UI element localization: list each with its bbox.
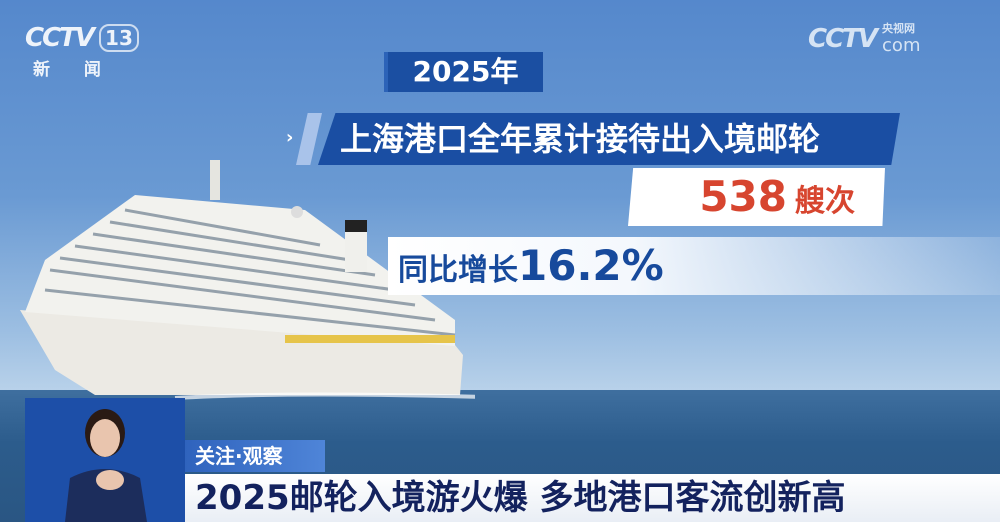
cctv13-channel-logo: CCTV 13 新 闻 <box>25 22 139 80</box>
headline-bar: 上海港口全年累计接待出入境邮轮 <box>318 113 900 165</box>
growth-label: 同比增长 <box>398 253 518 288</box>
growth-box: 同比增长16.2% <box>388 237 1000 295</box>
site-brand: CCTV <box>808 24 878 54</box>
value-box: 538 艘次 <box>628 168 885 226</box>
cruise-ship-image <box>20 160 475 400</box>
interpreter-figure <box>65 409 147 522</box>
channel-name: 新 闻 <box>33 60 115 80</box>
channel-brand: CCTV <box>25 23 95 53</box>
site-sub: 央视网 <box>882 22 916 35</box>
cctv-com-logo: CCTV 央视网 com <box>808 22 920 56</box>
year-label: 2025年 <box>388 52 543 92</box>
chevron-right-icon: › <box>286 127 294 148</box>
ship-count: 538 <box>699 172 787 221</box>
sign-language-interpreter-inset <box>25 398 185 522</box>
site-domain: com <box>882 35 921 56</box>
ship-count-unit: 艘次 <box>795 184 855 219</box>
segment-tag: 关注·观察 <box>185 440 325 472</box>
channel-number: 13 <box>99 24 139 52</box>
growth-value: 16.2% <box>518 241 664 290</box>
news-title-bar: 2025邮轮入境游火爆 多地港口客流创新高 <box>185 474 1000 522</box>
